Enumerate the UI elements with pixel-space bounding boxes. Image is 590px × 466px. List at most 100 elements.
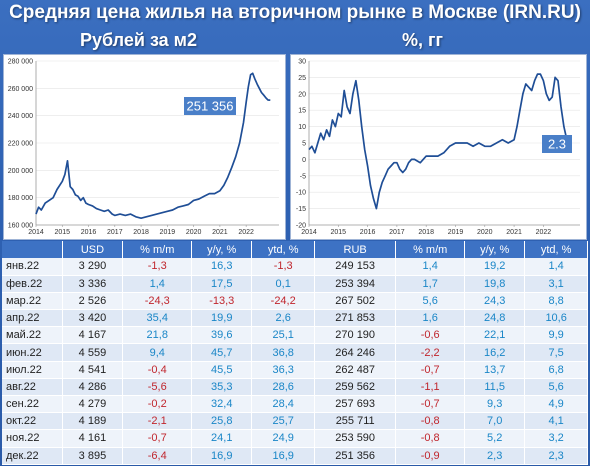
cell-percent: 36,3: [251, 361, 316, 379]
header-rub-ytd: ytd, %: [524, 241, 588, 258]
cell-percent: 5,2: [464, 429, 526, 448]
cell-percent: -0,9: [395, 447, 466, 465]
cell-percent: 17,5: [191, 275, 253, 293]
cell-usd: 4 286: [62, 378, 124, 397]
cell-percent: -24,2: [251, 292, 316, 311]
cell-usd: 3 895: [62, 447, 124, 465]
cell-percent: 1,6: [395, 309, 466, 328]
cell-percent: 45,7: [191, 343, 253, 362]
cell-month: окт.22: [2, 412, 63, 431]
value-callout-label: 251 356: [187, 99, 234, 114]
x-tick-label: 2014: [28, 229, 44, 236]
cell-month: мар.22: [2, 292, 63, 311]
table-row: апр.22 3 420 35,4 19,9 2,6 271 853 1,6 24,8 10,6: [2, 309, 588, 328]
cell-percent: 3,1: [524, 275, 588, 293]
x-tick-label: 2019: [448, 229, 464, 236]
cell-month: авг.22: [2, 378, 63, 397]
y-tick-label: 240 000: [8, 113, 33, 120]
cell-percent: 19,9: [191, 309, 253, 328]
table-row: июн.22 4 559 9,4 45,7 36,8 264 246 -2,2 16,2 7,5: [2, 343, 588, 362]
x-tick-label: 2015: [54, 229, 70, 236]
cell-month: фев.22: [2, 275, 63, 293]
cell-rub: 255 711: [314, 412, 397, 431]
y-tick-label: 25: [298, 75, 306, 82]
value-callout-box: [184, 97, 236, 115]
cell-month: июл.22: [2, 361, 63, 379]
header-usd-ytd: ytd, %: [251, 241, 316, 258]
cell-percent: -6,4: [122, 447, 193, 465]
right-chart-subtitle: %, гг: [402, 30, 444, 50]
cell-percent: -2,2: [395, 343, 466, 362]
cell-percent: 19,8: [464, 275, 526, 293]
y-tick-label: 10: [298, 124, 306, 131]
table-row: ноя.22 4 161 -0,7 24,1 24,9 253 590 -0,8 5,2 3,2: [2, 429, 588, 448]
price-chart-panel: 160 000 180 000 200 000 220 000 240 000 260 0…: [3, 54, 286, 240]
cell-percent: 35,3: [191, 378, 253, 397]
cell-usd: 4 559: [62, 343, 124, 362]
cell-month: сен.22: [2, 395, 63, 414]
x-tick-label: 2020: [477, 229, 493, 236]
y-tick-label: 200 000: [8, 168, 33, 175]
y-tick-label: 280 000: [8, 59, 33, 66]
table-row: янв.22 3 290 -1,3 16,3 -1,3 249 153 1,4 19,2 1,4: [2, 258, 588, 276]
table-row: июл.22 4 541 -0,4 45,5 36,3 262 487 -0,7 13,7 6,…: [2, 361, 588, 379]
cell-rub: 249 153: [314, 258, 397, 276]
y-tick-label: -5: [300, 173, 306, 180]
cell-percent: 16,2: [464, 343, 526, 362]
x-tick-label: 2022: [536, 229, 552, 236]
table-row: окт.22 4 189 -2,1 25,8 25,7 255 711 -0,8 7,0 4,1: [2, 412, 588, 431]
cell-percent: 7,0: [464, 412, 526, 431]
cell-percent: 2,6: [251, 309, 316, 328]
header-rub-yy: y/y, %: [464, 241, 526, 258]
cell-percent: 19,2: [464, 258, 526, 276]
cell-usd: 2 526: [62, 292, 124, 311]
x-tick-label: 2020: [186, 229, 202, 236]
table-row: дек.22 3 895 -6,4 16,9 16,9 251 356 -0,9 2,3 2,3: [2, 447, 588, 465]
cell-percent: -5,6: [122, 378, 193, 397]
cell-usd: 4 161: [62, 429, 124, 448]
cell-percent: 25,1: [251, 326, 316, 345]
cell-percent: 1,4: [122, 275, 193, 293]
cell-percent: 4,1: [524, 412, 588, 431]
x-tick-label: 2017: [107, 229, 123, 236]
y-tick-label: -10: [296, 190, 306, 197]
x-tick-label: 2016: [360, 229, 376, 236]
cell-percent: 5,6: [395, 292, 466, 311]
table-header-row: USD % m/m y/y, % ytd, % RUB % m/m y/y, %…: [2, 241, 588, 258]
cell-percent: 11,5: [464, 378, 526, 397]
header-rub: RUB: [314, 241, 397, 258]
table-row: авг.22 4 286 -5,6 35,3 28,6 259 562 -1,1 11,5 5,…: [2, 378, 588, 397]
cell-percent: 7,5: [524, 343, 588, 362]
x-tick-label: 2019: [160, 229, 176, 236]
cell-percent: 24,3: [464, 292, 526, 311]
header-rub-mm: % m/m: [395, 241, 466, 258]
y-tick-label: 160 000: [8, 223, 33, 230]
yoy-chart-panel: -20 -15 -10 -5 0 5 10 15 20 25 30 2014 2015 2016 2017 2…: [290, 54, 587, 240]
cell-percent: 24,1: [191, 429, 253, 448]
header-month: [2, 241, 63, 258]
cell-rub: 253 394: [314, 275, 397, 293]
cell-usd: 3 290: [62, 258, 124, 276]
cell-percent: 25,7: [251, 412, 316, 431]
cell-rub: 267 502: [314, 292, 397, 311]
cell-month: апр.22: [2, 309, 63, 328]
cell-rub: 271 853: [314, 309, 397, 328]
value-callout-label: 2.3: [548, 137, 566, 152]
cell-percent: 9,3: [464, 395, 526, 414]
cell-percent: 28,4: [251, 395, 316, 414]
table-row: фев.22 3 336 1,4 17,5 0,1 253 394 1,7 19,8 3,1: [2, 275, 588, 293]
cell-month: май.22: [2, 326, 63, 345]
x-tick-label: 2014: [301, 229, 317, 236]
cell-usd: 4 189: [62, 412, 124, 431]
y-tick-label: 15: [298, 108, 306, 115]
cell-percent: 24,9: [251, 429, 316, 448]
cell-rub: 257 693: [314, 395, 397, 414]
cell-rub: 259 562: [314, 378, 397, 397]
x-tick-label: 2015: [331, 229, 347, 236]
cell-usd: 3 420: [62, 309, 124, 328]
x-tick-label: 2016: [81, 229, 97, 236]
cell-month: янв.22: [2, 258, 63, 276]
cell-month: дек.22: [2, 447, 63, 465]
x-tick-label: 2018: [418, 229, 434, 236]
header-usd: USD: [62, 241, 124, 258]
